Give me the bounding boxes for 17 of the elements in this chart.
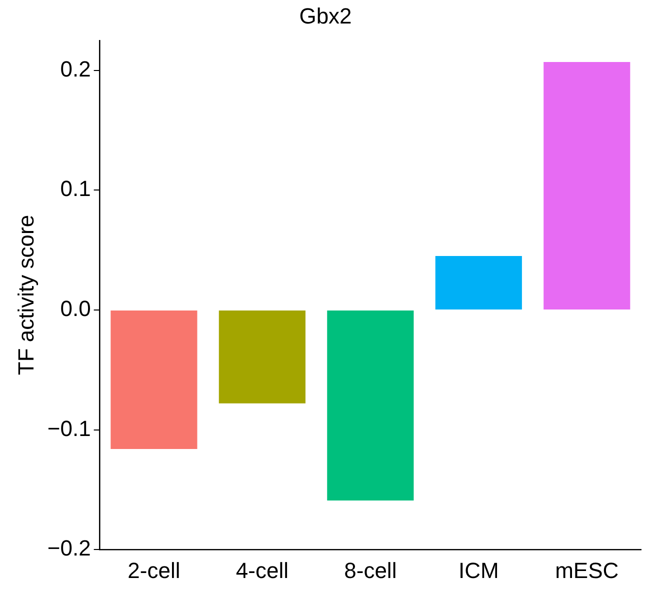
chart-title: Gbx2 [299, 3, 352, 28]
x-tick-label: ICM [458, 558, 499, 583]
y-axis-title: TF activity score [13, 214, 38, 376]
y-tick-label: 0.0 [60, 296, 91, 322]
x-tick-label: mESC [555, 558, 619, 583]
y-tick-label: −0.2 [47, 536, 91, 561]
bar [544, 62, 630, 310]
y-tick-label: −0.1 [47, 416, 91, 441]
bar [218, 310, 306, 404]
x-tick-label: 4-cell [236, 558, 288, 583]
bar [435, 256, 522, 310]
x-tick-label: 2-cell [128, 558, 180, 583]
y-tick-label: 0.2 [60, 56, 91, 82]
bar [110, 310, 198, 449]
bar [327, 310, 414, 500]
y-tick-label: 0.1 [60, 176, 91, 202]
x-tick-label: 8-cell [344, 558, 397, 583]
